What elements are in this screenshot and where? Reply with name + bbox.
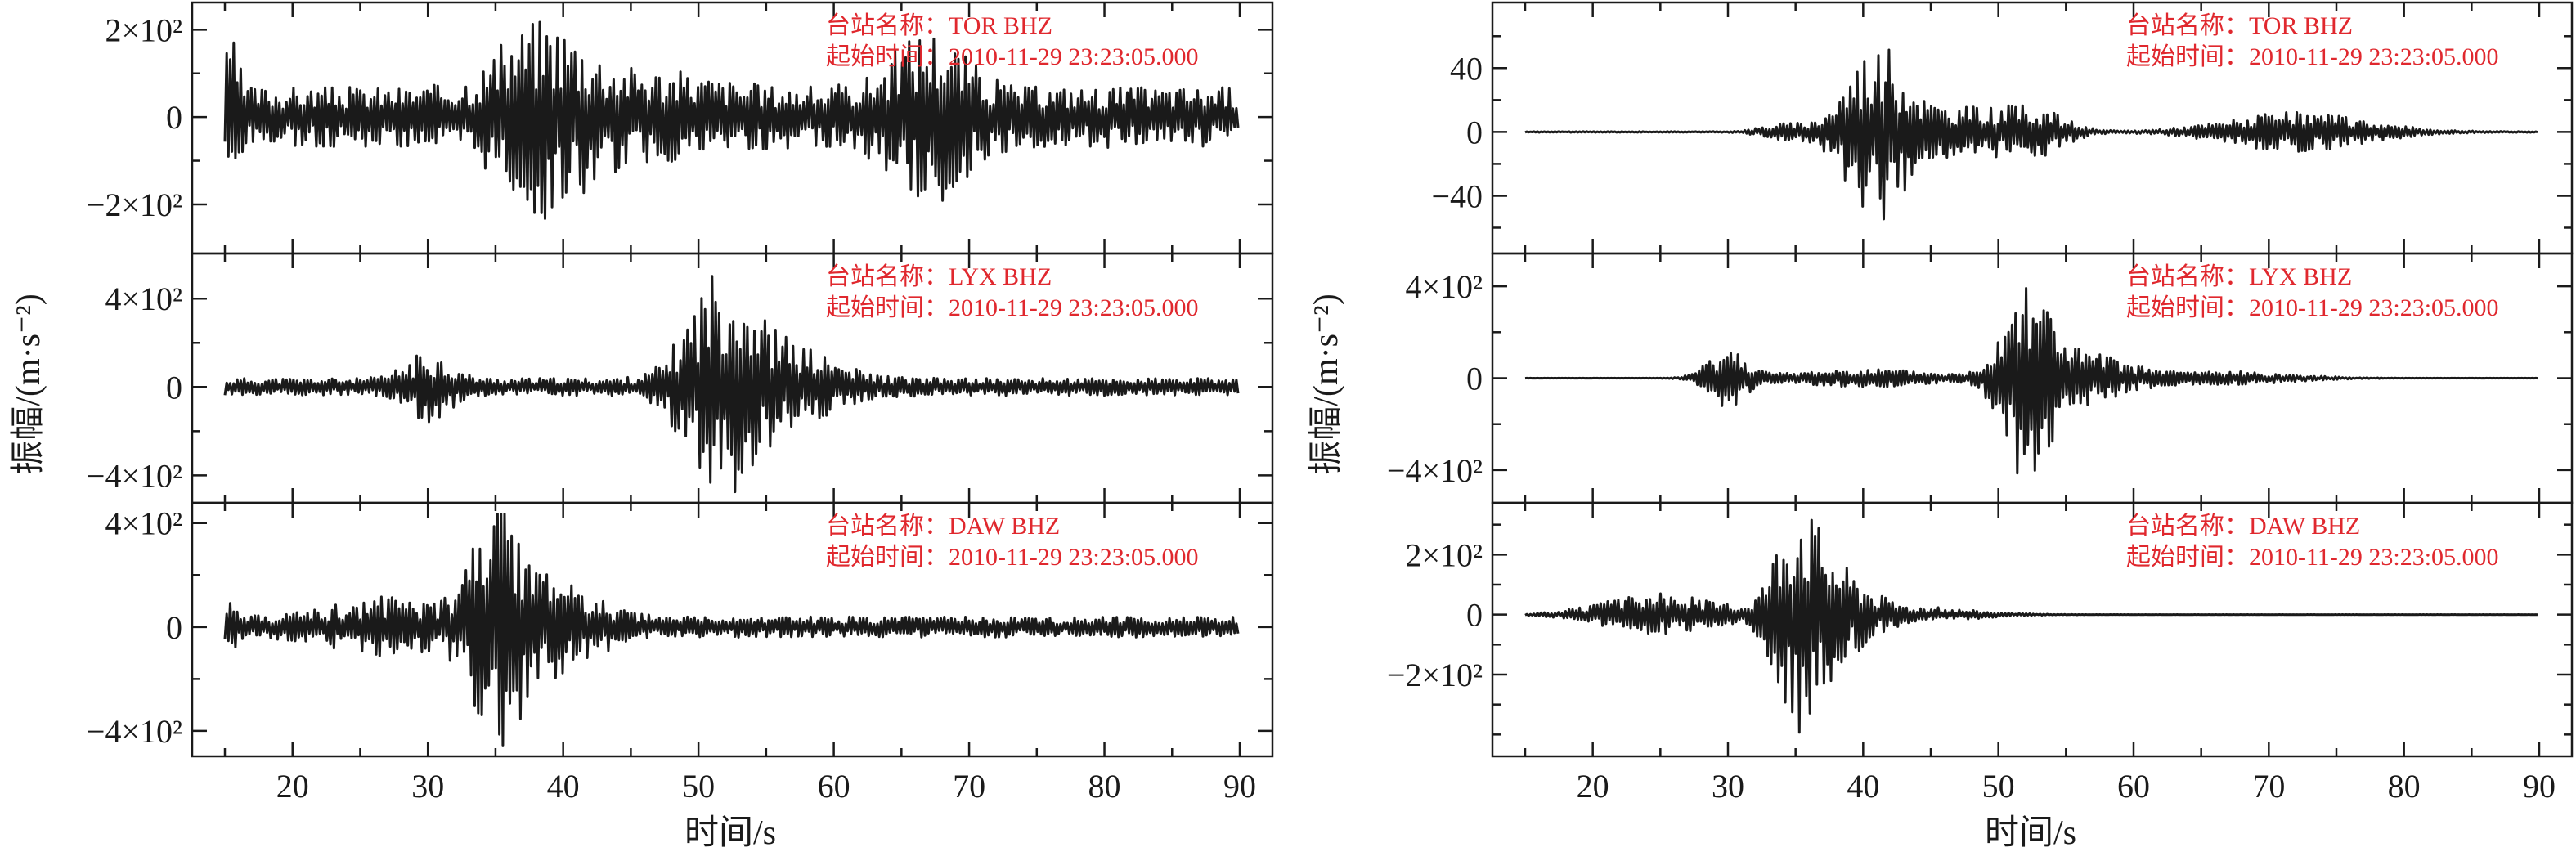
x-tick-label: 20 [276, 768, 309, 805]
right-subplot-1: 40 0 −40 台站名称：TOR BHZ 起始时间：2010-11-29 23:23:… [1431, 1, 2574, 255]
start-time-label: 起始时间：2010-11-29 23:23:05.000 [826, 294, 1199, 321]
left-subplot-2: 4×10² 0 −4×10² 台站名称：LYX BHZ 起始时间：2010-11-29 … [87, 252, 1274, 504]
x-tick-label: 30 [1712, 768, 1744, 805]
left-xlabel: 时间/s [684, 814, 776, 852]
y-tick-label: 0 [1466, 114, 1483, 150]
x-tick-label: 60 [818, 768, 850, 805]
x-tick-label: 20 [1577, 768, 1609, 805]
right-xlabel: 时间/s [1985, 814, 2076, 852]
x-tick-label: 40 [1847, 768, 1879, 805]
start-time-label: 起始时间：2010-11-29 23:23:05.000 [826, 43, 1199, 70]
y-tick-label: 0 [1466, 361, 1483, 397]
start-time-label: 起始时间：2010-11-29 23:23:05.000 [2126, 544, 2499, 571]
x-tick-label: 40 [547, 768, 580, 805]
station-name-label: 台站名称：LYX BHZ [2126, 263, 2352, 290]
start-time-label: 起始时间：2010-11-29 23:23:05.000 [2126, 43, 2499, 70]
x-tick-label: 90 [1223, 768, 1256, 805]
y-tick-label: −4×10² [87, 713, 182, 750]
waveform-series [223, 275, 1240, 494]
station-name-label: 台站名称：DAW BHZ [826, 513, 1060, 540]
y-tick-label: −2×10² [1387, 657, 1483, 693]
right-ylabel: 振幅/(m·s⁻²) [1308, 294, 1345, 474]
waveform-series [1524, 287, 2538, 475]
plot-frame [191, 501, 1274, 758]
start-time-label: 起始时间：2010-11-29 23:23:05.000 [826, 544, 1199, 571]
x-tick-label: 70 [2252, 768, 2285, 805]
y-tick-label: −40 [1431, 177, 1483, 214]
y-tick-label: 40 [1450, 50, 1483, 87]
station-name-label: 台站名称：LYX BHZ [826, 263, 1052, 290]
y-tick-label: 0 [166, 609, 182, 646]
station-name-label: 台站名称：DAW BHZ [2126, 513, 2360, 540]
plot-frame [1491, 501, 2574, 758]
station-name-label: 台站名称：TOR BHZ [826, 12, 1052, 39]
y-tick-label: 2×10² [105, 11, 182, 48]
left-subplot-1: 2×10² 0 −2×10² 台站名称：TOR BHZ 起始时间：2010-11-29 … [87, 1, 1274, 255]
y-tick-label: 0 [166, 369, 182, 406]
right-panel: 40 0 −40 台站名称：TOR BHZ 起始时间：2010-11-29 23:23:… [1387, 1, 2574, 805]
start-time-label: 起始时间：2010-11-29 23:23:05.000 [2126, 294, 2499, 321]
waveform-series [223, 20, 1240, 220]
right-subplot-3: 2×10² 0 −2×10² 20 30 40 50 60 70 80 90 台站名称：DAW BHZ… [1387, 501, 2574, 805]
y-tick-label: 0 [166, 99, 182, 136]
x-tick-label: 50 [682, 768, 715, 805]
right-subplot-2: 4×10² 0 −4×10² 台站名称：LYX BHZ 起始时间：2010-11-29 … [1387, 252, 2574, 504]
y-tick-label: 2×10² [1405, 536, 1483, 573]
x-tick-label: 70 [953, 768, 985, 805]
x-tick-label: 80 [2388, 768, 2421, 805]
y-tick-label: 4×10² [105, 280, 182, 317]
y-tick-label: −4×10² [1387, 452, 1483, 489]
y-tick-label: 4×10² [105, 505, 182, 542]
y-tick-label: 0 [1466, 597, 1483, 634]
station-name-label: 台站名称：TOR BHZ [2126, 12, 2353, 39]
left-subplot-3: 4×10² 0 −4×10² 20 30 40 50 60 70 80 90 台站名称：DAW BHZ… [87, 501, 1274, 805]
x-tick-label: 90 [2523, 768, 2556, 805]
waveform-series [223, 513, 1240, 747]
x-tick-label: 30 [411, 768, 444, 805]
x-tick-label: 50 [1982, 768, 2015, 805]
y-tick-label: −4×10² [87, 457, 182, 494]
waveform-series [1524, 48, 2538, 221]
x-tick-label: 60 [2117, 768, 2150, 805]
waveform-series [1524, 518, 2538, 734]
left-panel: 2×10² 0 −2×10² 台站名称：TOR BHZ 起始时间：2010-11-29 … [87, 1, 1274, 805]
x-tick-label: 80 [1088, 768, 1121, 805]
y-tick-label: −2×10² [87, 186, 182, 223]
y-tick-label: 4×10² [1405, 268, 1483, 305]
left-ylabel: 振幅/(m·s⁻²) [10, 294, 47, 474]
